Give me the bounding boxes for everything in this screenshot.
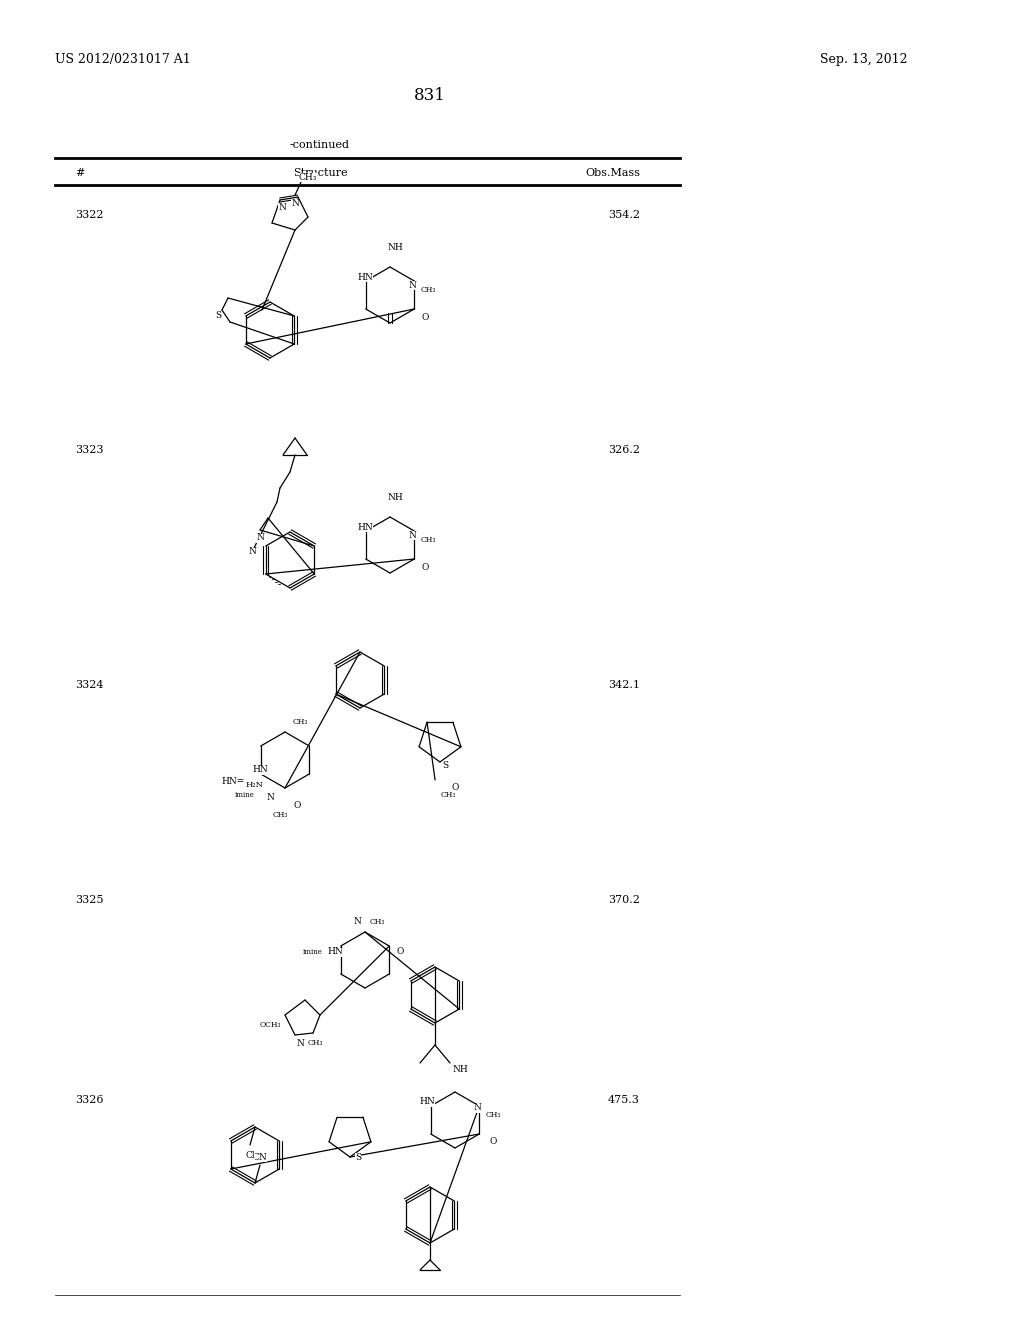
Text: -continued: -continued: [290, 140, 350, 150]
Text: 3325: 3325: [75, 895, 103, 906]
Text: 3326: 3326: [75, 1096, 103, 1105]
Text: HN: HN: [357, 523, 373, 532]
Text: N: N: [408, 281, 416, 289]
Text: CH₃: CH₃: [420, 286, 435, 294]
Text: 370.2: 370.2: [608, 895, 640, 906]
Text: imine: imine: [236, 791, 255, 799]
Text: CH₃: CH₃: [299, 173, 317, 181]
Text: N: N: [353, 917, 360, 927]
Text: N: N: [291, 198, 299, 207]
Text: OCH₃: OCH₃: [259, 1020, 281, 1030]
Text: 326.2: 326.2: [608, 445, 640, 455]
Text: CH₃: CH₃: [440, 791, 456, 799]
Text: S: S: [442, 760, 449, 770]
Text: US 2012/0231017 A1: US 2012/0231017 A1: [55, 54, 190, 66]
Text: S: S: [215, 310, 221, 319]
Text: S: S: [355, 1152, 361, 1162]
Text: CH₃: CH₃: [272, 810, 288, 818]
Text: CN: CN: [253, 1152, 267, 1162]
Text: Structure: Structure: [293, 168, 347, 178]
Text: O: O: [452, 784, 459, 792]
Text: #: #: [75, 168, 84, 178]
Text: Sep. 13, 2012: Sep. 13, 2012: [820, 54, 907, 66]
Text: N: N: [266, 793, 274, 803]
Text: N: N: [473, 1104, 481, 1113]
Text: HN: HN: [419, 1097, 435, 1106]
Text: HN=: HN=: [221, 777, 245, 787]
Text: CH₃: CH₃: [485, 1111, 501, 1119]
Text: 354.2: 354.2: [608, 210, 640, 220]
Text: N: N: [279, 202, 286, 211]
Text: Obs.Mass: Obs.Mass: [585, 168, 640, 178]
Text: O: O: [293, 800, 301, 809]
Text: N: N: [248, 548, 256, 557]
Text: O: O: [396, 948, 403, 957]
Text: imine: imine: [303, 948, 323, 956]
Text: 3324: 3324: [75, 680, 103, 690]
Text: CH₃: CH₃: [420, 536, 435, 544]
Text: O: O: [421, 562, 429, 572]
Text: N: N: [256, 533, 264, 543]
Text: NH: NH: [453, 1065, 468, 1074]
Text: O: O: [421, 313, 429, 322]
Text: O: O: [489, 1138, 497, 1147]
Text: 3322: 3322: [75, 210, 103, 220]
Text: HN: HN: [252, 766, 268, 775]
Text: HN: HN: [327, 948, 343, 957]
Text: Cl: Cl: [245, 1151, 255, 1159]
Text: N: N: [296, 1039, 304, 1048]
Text: CH₃: CH₃: [370, 917, 385, 927]
Text: 342.1: 342.1: [608, 680, 640, 690]
Text: N: N: [408, 531, 416, 540]
Text: NH: NH: [387, 492, 402, 502]
Text: H₂N: H₂N: [246, 781, 264, 789]
Text: 831: 831: [414, 87, 445, 103]
Text: HN: HN: [357, 272, 373, 281]
Text: 475.3: 475.3: [608, 1096, 640, 1105]
Text: CH₃: CH₃: [292, 718, 307, 726]
Text: 3323: 3323: [75, 445, 103, 455]
Text: CH₃: CH₃: [307, 1039, 323, 1047]
Text: NH: NH: [387, 243, 402, 252]
